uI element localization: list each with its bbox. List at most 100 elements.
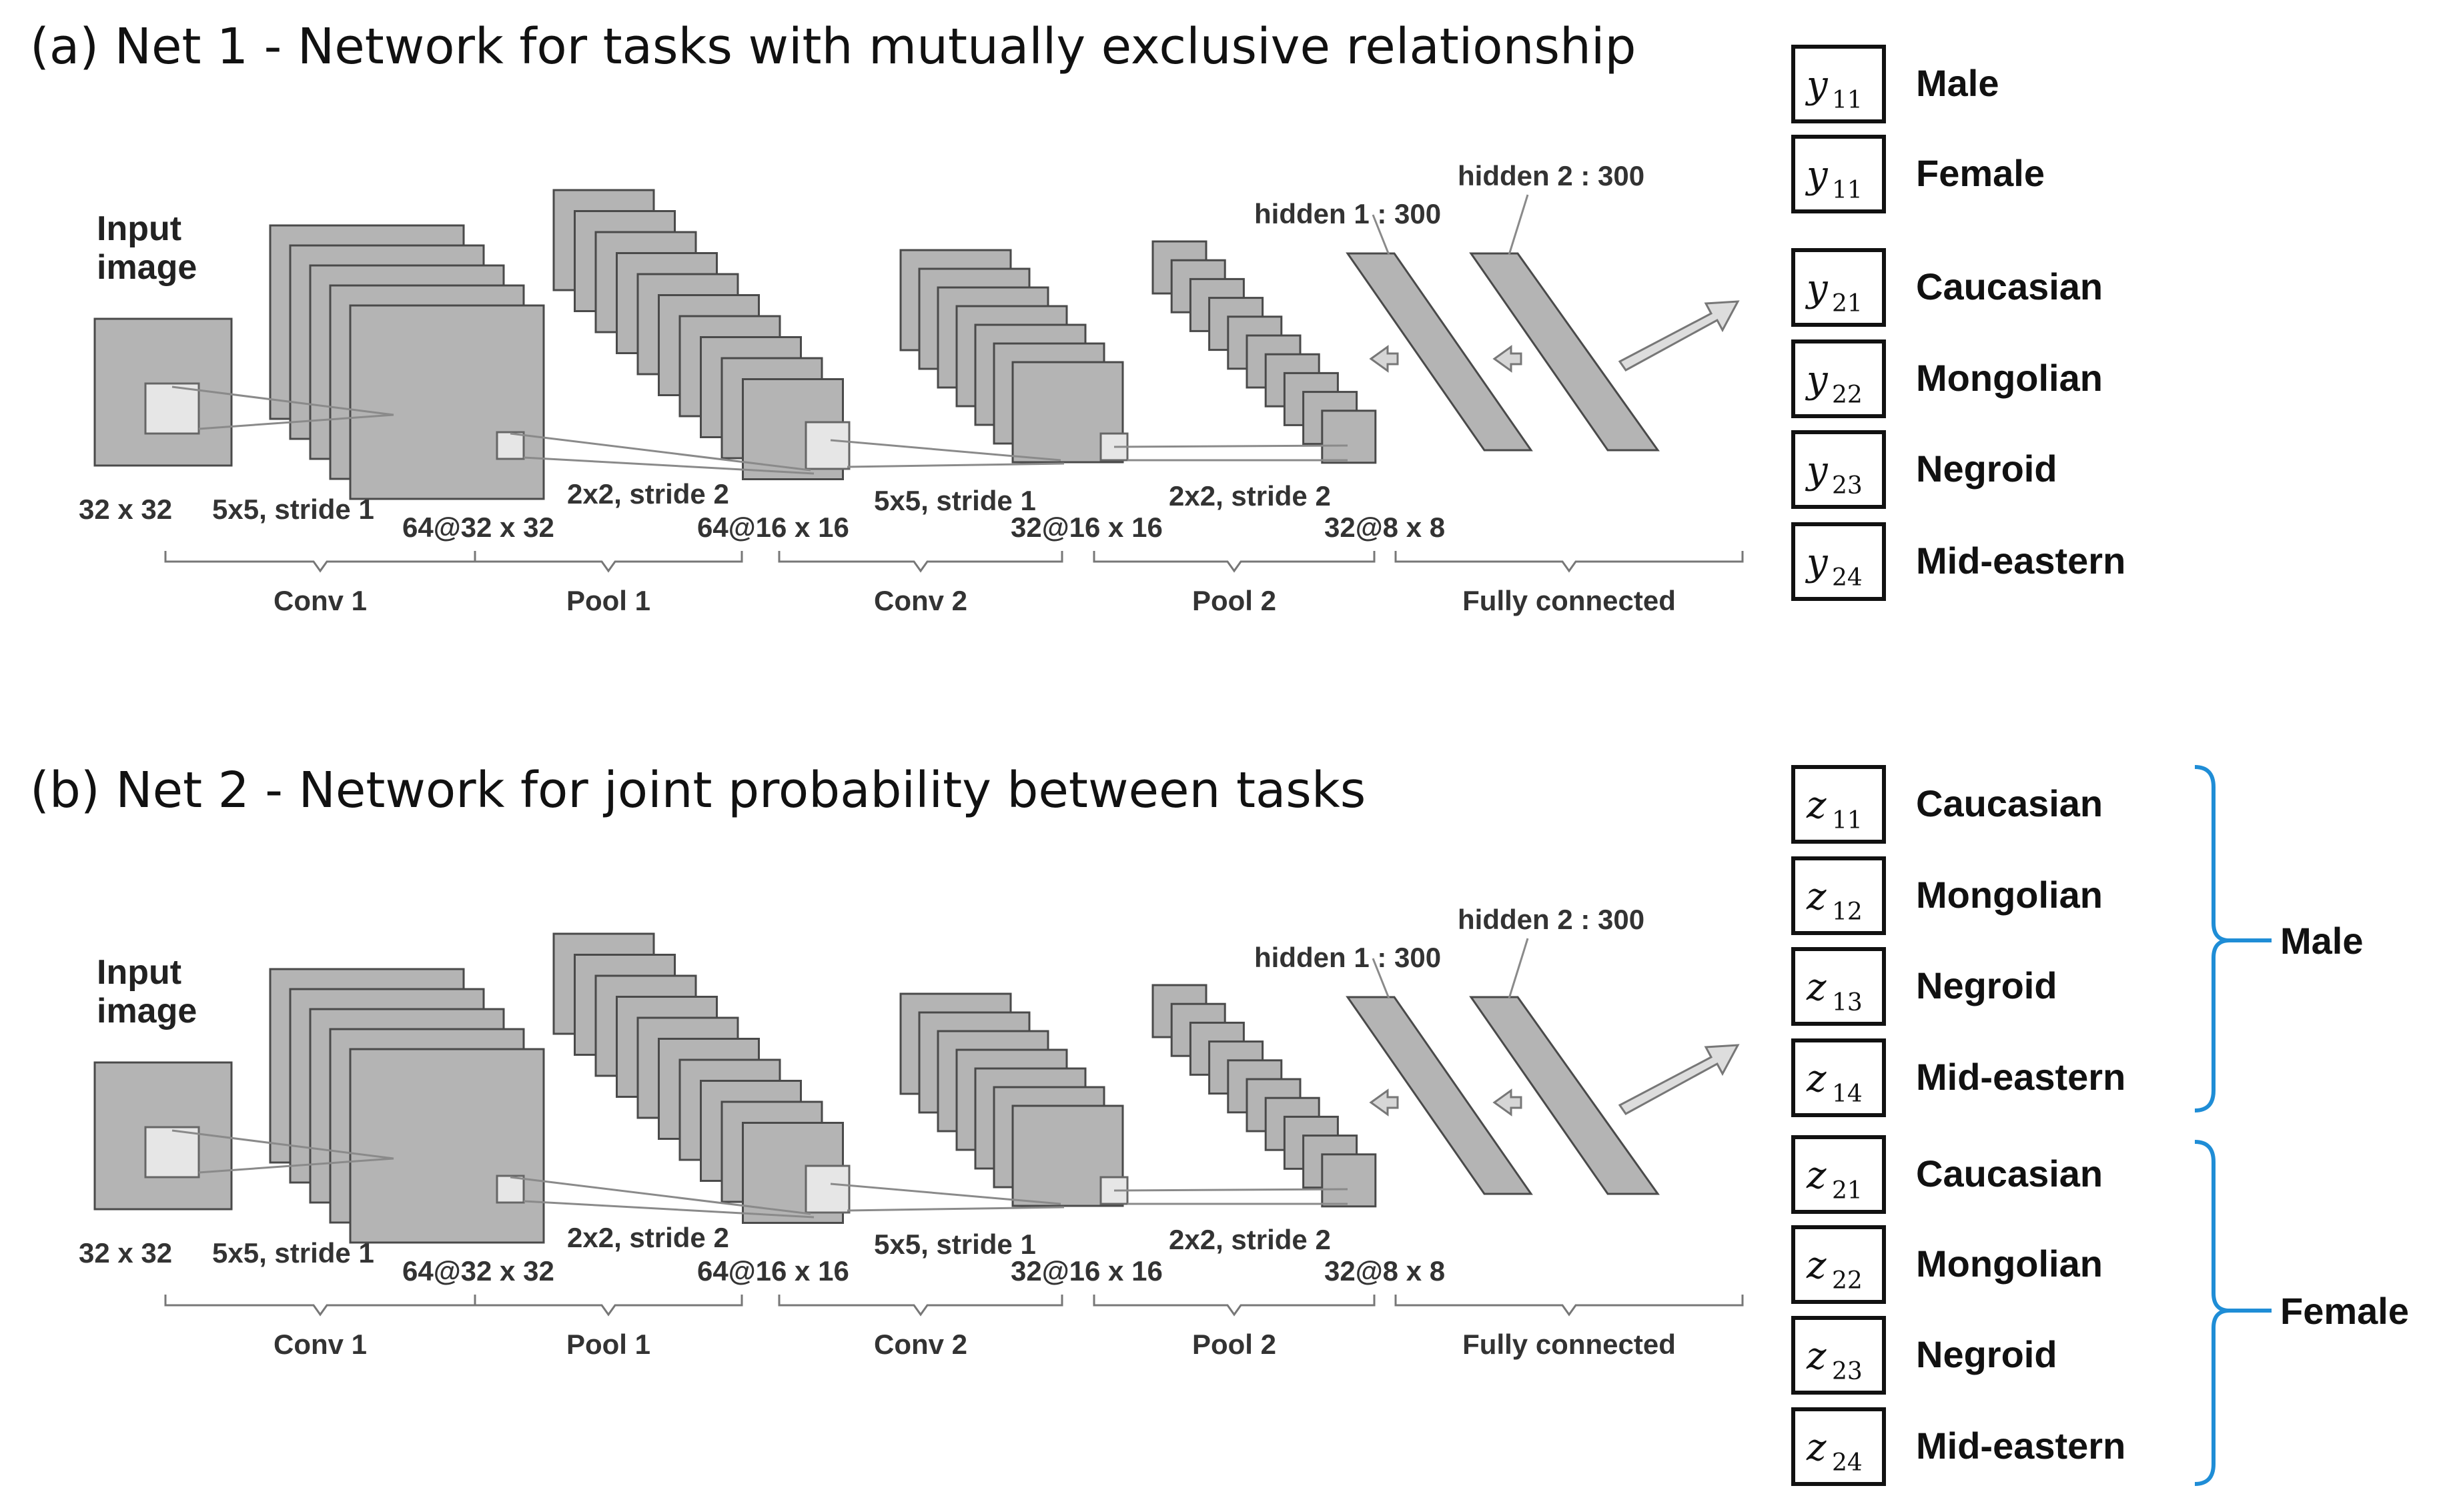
- annotation-conv1-out: 64@32 x 32: [402, 512, 554, 543]
- output-node-box: [1791, 135, 1886, 213]
- panel-a: (a) Net 1 - Network for tasks with mutua…: [30, 18, 2125, 616]
- stage-brace: [778, 1295, 1063, 1317]
- feature-map: [1011, 1104, 1124, 1207]
- pool1-feature-maps: [552, 932, 844, 1224]
- output-subscript: 21: [1832, 1177, 1863, 1205]
- hidden1-layer: [1346, 252, 1533, 452]
- receptive-field: [805, 421, 851, 470]
- stage-brace: [778, 551, 1063, 573]
- stage-brace: [1093, 551, 1376, 573]
- output-z21: z 21 Caucasian: [1791, 1135, 2103, 1214]
- output-z23: z 23 Negroid: [1791, 1316, 2057, 1395]
- output-z14: z 14 Mid-eastern: [1791, 1038, 2125, 1117]
- output-y22: y 22 Mongolian: [1791, 339, 2103, 418]
- annotation-conv1-kernel: 5x5, stride 1: [212, 1237, 374, 1269]
- output-y11: y 11 Male: [1791, 45, 1999, 123]
- output-subscript: 11: [1832, 87, 1863, 114]
- annotation-input-size: 32 x 32: [79, 494, 172, 525]
- output-class-label: Mid-eastern: [1916, 1056, 2125, 1098]
- projection-line: [1113, 1188, 1348, 1192]
- annotation-pool1-out: 64@16 x 16: [697, 1255, 849, 1287]
- group-label-female: Female: [2280, 1290, 2409, 1332]
- output-node-box: [1791, 1135, 1886, 1214]
- receptive-field: [144, 1126, 200, 1179]
- output-class-label: Mongolian: [1916, 874, 2103, 916]
- output-z22: z 22 Mongolian: [1791, 1225, 2103, 1304]
- flow-arrow-icon: [1369, 1088, 1399, 1116]
- output-subscript: 24: [1832, 564, 1863, 592]
- output-node-box: [1791, 947, 1886, 1026]
- group-brace: [2194, 1140, 2230, 1486]
- output-variable: y: [1805, 153, 1829, 197]
- output-class-label: Caucasian: [1916, 1153, 2103, 1195]
- group-label-male: Male: [2280, 920, 2364, 962]
- projection-line: [523, 1200, 815, 1219]
- hidden2-layer: [1469, 996, 1660, 1195]
- projection-line: [830, 439, 1061, 462]
- output-class-label: Male: [1916, 62, 1999, 104]
- output-y23: y 23 Negroid: [1791, 430, 2057, 509]
- input-label-line1: Input: [97, 209, 181, 248]
- annotation-hidden1: hidden 1 : 300: [1254, 198, 1441, 229]
- receptive-field: [805, 1165, 851, 1214]
- output-class-label: Negroid: [1916, 964, 2057, 1006]
- output-variable: y: [1805, 358, 1829, 402]
- output-variable: z: [1806, 1154, 1827, 1197]
- annotation-conv2-out: 32@16 x 16: [1011, 512, 1163, 543]
- stage-label: Conv 2: [874, 585, 967, 616]
- output-node-box: [1791, 765, 1886, 844]
- projection-line: [171, 1129, 394, 1160]
- output-variable: y: [1805, 267, 1829, 310]
- output-subscript: 11: [1832, 177, 1863, 204]
- output-subscript: 23: [1832, 1358, 1863, 1385]
- stage-brace: [1394, 551, 1744, 573]
- annotation-pool2-out: 32@8 x 8: [1324, 1255, 1445, 1287]
- annotation-pool1-kernel: 2x2, stride 2: [567, 478, 729, 510]
- hidden1-layer: [1346, 996, 1533, 1195]
- output-variable: z: [1806, 1426, 1827, 1469]
- output-class-label: Negroid: [1916, 1333, 2057, 1375]
- input-label-line1: Input: [97, 953, 181, 992]
- output-node-box: [1791, 430, 1886, 509]
- output-subscript: 11: [1832, 807, 1863, 834]
- stage-brace: [1093, 1295, 1376, 1317]
- output-z11: z 11 Caucasian: [1791, 765, 2103, 844]
- panel-b: (b) Net 2 - Network for joint probabilit…: [30, 762, 2409, 1486]
- output-variable: z: [1806, 1057, 1827, 1100]
- hidden1-pointer: [1372, 214, 1390, 255]
- pool2-feature-maps: [1151, 240, 1377, 464]
- feature-map: [1321, 1153, 1377, 1208]
- output-variable: z: [1806, 875, 1827, 918]
- output-node-box: [1791, 1038, 1886, 1117]
- projection-line: [510, 432, 811, 472]
- projection-line: [847, 462, 1065, 468]
- hidden2-pointer: [1508, 194, 1529, 255]
- feature-map: [349, 1048, 545, 1244]
- projection-line: [171, 386, 394, 416]
- annotation-pool2-kernel: 2x2, stride 2: [1169, 480, 1331, 512]
- receptive-field: [496, 1175, 525, 1204]
- projection-line: [510, 1176, 811, 1215]
- annotation-hidden2: hidden 2 : 300: [1458, 904, 1644, 935]
- output-y11: y 11 Female: [1791, 135, 2045, 213]
- stage-brace: [474, 1295, 743, 1317]
- output-subscript: 23: [1832, 472, 1863, 500]
- flow-arrow-icon: [1492, 1088, 1522, 1116]
- output-arrow-icon: [1618, 1044, 1740, 1115]
- panel-title: (b) Net 2 - Network for joint probabilit…: [30, 762, 1366, 819]
- annotation-input-size: 32 x 32: [79, 1237, 172, 1269]
- projection-line: [1113, 444, 1348, 448]
- output-subscript: 14: [1832, 1080, 1863, 1108]
- output-node-box: [1791, 45, 1886, 123]
- output-class-label: Caucasian: [1916, 782, 2103, 824]
- output-variable: y: [1805, 63, 1829, 107]
- hidden2-layer: [1469, 252, 1660, 452]
- output-y21: y 21 Caucasian: [1791, 248, 2103, 327]
- projection-line: [198, 414, 394, 430]
- stage-label: Pool 2: [1192, 585, 1276, 616]
- annotation-pool2-kernel: 2x2, stride 2: [1169, 1224, 1331, 1255]
- output-node-box: [1791, 1316, 1886, 1395]
- output-subscript: 24: [1832, 1449, 1863, 1477]
- projection-line: [523, 456, 815, 475]
